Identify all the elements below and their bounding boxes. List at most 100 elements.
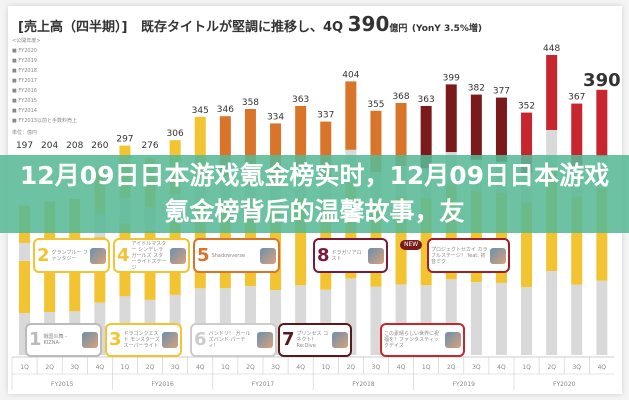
data-label: 363 [418, 95, 435, 105]
bar-segment [470, 282, 482, 355]
data-label: 337 [317, 111, 334, 121]
bar-segment [420, 106, 432, 169]
tick-label: 4Q [497, 364, 506, 371]
bar-segment [395, 284, 407, 355]
bar-segment [521, 287, 533, 355]
bar-segment [320, 121, 332, 180]
game-icon [368, 247, 384, 264]
legend-item: ■ FY2019 [12, 58, 37, 64]
data-label: 448 [543, 44, 560, 54]
bar-segment [596, 89, 608, 157]
legend-item: ■ FY2018 [12, 68, 37, 74]
bar-segment [345, 81, 357, 150]
bar-segment [44, 258, 56, 312]
tick-label: 2Q [547, 364, 556, 371]
bar-segment [495, 282, 507, 355]
game-callout: 3 ドラゴンクエスト モンスターズ スーパーライト [105, 323, 182, 357]
legend-item: ■ FY2014 [12, 108, 37, 114]
legend-item: ■ FY2016 [12, 88, 37, 94]
data-label: 260 [91, 141, 108, 151]
tick-label: 4Q [397, 364, 406, 371]
callout-rank: 4 [117, 244, 130, 266]
bar [219, 116, 231, 355]
legend: <公開年度> ■ FY2020 ■ FY2019 ■ FY2018 ■ FY2017 ■… [12, 36, 77, 138]
data-label: 352 [518, 102, 535, 112]
tick-label: 4Q [196, 364, 205, 371]
bar-segment [546, 130, 558, 166]
game-callout: 6 バンドリ！ ガールズバンド パーティ！ [190, 323, 277, 357]
tick-label: 4Q [96, 364, 105, 371]
bar-segment [194, 288, 206, 355]
legend-unit: 単位：億円 [12, 130, 38, 136]
data-label: 399 [443, 73, 460, 83]
game-icon [82, 332, 98, 348]
callout-title: ドラゴンクエスト モンスターズ スーパーライト [123, 331, 160, 349]
game-icon [257, 332, 273, 348]
legend-item: ■ FY2015 [12, 98, 37, 104]
bar-segment [596, 280, 608, 355]
legend-title: <公開年度> [12, 38, 41, 44]
bar-segment [521, 202, 533, 288]
bar-segment [370, 110, 382, 172]
bar-segment [420, 285, 432, 355]
bar-segment [571, 284, 583, 355]
game-callout: 7 プリンセス コネクト！ Re:Dive [278, 323, 352, 357]
tick-label: 2Q [246, 364, 255, 371]
bar-segment [295, 285, 307, 355]
game-icon [332, 332, 348, 348]
new-badge: NEW [400, 240, 423, 250]
data-label: 377 [493, 87, 510, 97]
callout-title: ドラガリアロスト [331, 249, 362, 262]
bar-segment [244, 109, 256, 171]
legend-item: ■ FY2020 [12, 48, 37, 54]
group-label: FY2019 [453, 381, 476, 388]
bar-segment [395, 103, 407, 166]
tick-label: 1Q [422, 364, 431, 371]
data-label: 204 [41, 141, 58, 151]
data-label: 306 [167, 129, 184, 139]
legend-item: ■ FY2017 [12, 78, 37, 84]
header-value: 390 [347, 12, 390, 36]
bar-segment [270, 290, 282, 355]
group-label: FY2015 [51, 381, 74, 388]
data-label: 276 [141, 141, 158, 151]
bar-segment [219, 288, 231, 355]
tick-label: 1Q [522, 364, 531, 371]
tick-label: 4Q [598, 364, 607, 371]
data-label: 404 [342, 70, 359, 80]
bar-segment [445, 84, 457, 153]
data-label: 345 [192, 106, 209, 116]
game-icon [490, 247, 506, 264]
tick-label: 4Q [296, 364, 305, 371]
game-callout: プロジェクトセカイ カラフルステージ！ feat. 初音ミク [427, 238, 510, 273]
bar-segment [69, 256, 81, 312]
group-label: FY2018 [352, 381, 375, 388]
game-icon [260, 247, 276, 264]
game-callout: この素晴らしい世界に祝福を！ファンタスティックデイズ [380, 323, 465, 357]
tick-label: 1Q [121, 364, 130, 371]
data-label: 208 [66, 141, 83, 151]
bar-segment [470, 94, 482, 160]
game-icon [90, 247, 106, 264]
callout-rank: 2 [37, 244, 50, 266]
tick-label: 3Q [171, 364, 180, 371]
tick-label: 3Q [572, 364, 581, 371]
bar-segment [219, 116, 231, 176]
group-label: FY2020 [553, 381, 576, 388]
game-callout: 2 グランブルー ファンタジー [33, 238, 110, 273]
bar-segment [19, 313, 31, 355]
tick-label: 2Q [45, 364, 54, 371]
legend-item: ■ FY2013以前と手数料売上 [12, 118, 77, 124]
tick-label: 3Q [70, 364, 79, 371]
callout-rank: 6 [194, 329, 207, 350]
callout-rank: 7 [282, 329, 295, 350]
tick-label: 3Q [472, 364, 481, 371]
bar-segment [19, 260, 31, 314]
header-headline: 既存タイトルが堅調に推移し、4Q [140, 20, 344, 35]
bar-segment [270, 123, 282, 182]
game-callout: 8 ドラガリアロスト [313, 238, 388, 273]
bar-segment [571, 196, 583, 285]
tick-label: 3Q [271, 364, 280, 371]
bar-segment [521, 112, 533, 174]
bar-segment [445, 279, 457, 355]
